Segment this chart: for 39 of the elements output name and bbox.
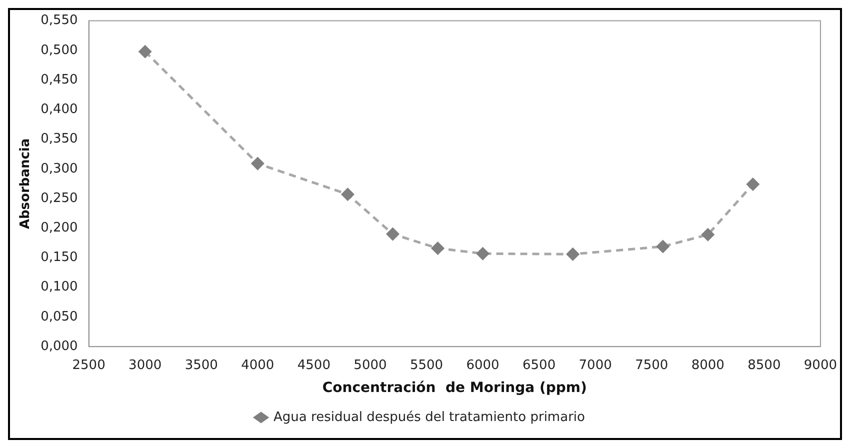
y-tick-label: 0,200 xyxy=(40,220,78,236)
x-tick-label: 9000 xyxy=(804,358,838,373)
point xyxy=(251,157,264,170)
point xyxy=(746,178,760,191)
x-tick-label: 7000 xyxy=(578,358,612,373)
x-tick-label: 6000 xyxy=(466,358,500,373)
x-tick-label: 6500 xyxy=(522,358,556,373)
point xyxy=(476,247,490,260)
y-tick-label: 0,550 xyxy=(40,13,78,28)
x-tick-label: 4000 xyxy=(241,358,274,373)
x-tick-label: 8500 xyxy=(748,358,781,373)
point xyxy=(432,242,444,255)
point xyxy=(566,248,580,260)
point xyxy=(138,45,152,58)
x-tick-label: 3000 xyxy=(128,358,162,373)
point xyxy=(702,228,714,241)
y-tick-label: 0,350 xyxy=(40,132,78,147)
y-tick-label: 0,500 xyxy=(40,42,78,58)
x-tick-label: 2500 xyxy=(72,358,106,373)
y-tick-label: 0,300 xyxy=(40,161,78,176)
x-tick-label: 3500 xyxy=(184,358,218,373)
x-tick-label: 5500 xyxy=(410,358,444,373)
y-tick-label: 0,050 xyxy=(40,309,78,324)
x-tick-label: 5000 xyxy=(354,358,387,373)
point xyxy=(341,188,354,201)
y-axis-title: Absorbancia xyxy=(18,138,34,230)
y-tick-label: 0,400 xyxy=(40,102,78,118)
x-tick-label: 8000 xyxy=(691,358,724,373)
legend-label: Agua residual después del tratamiento primario xyxy=(274,410,586,425)
point xyxy=(656,240,670,253)
x-axis-title: Concentración de Moringa (ppm) xyxy=(322,380,587,396)
y-tick-label: 0,100 xyxy=(40,280,78,295)
x-tick-label: 4500 xyxy=(297,358,330,373)
x-tick-label: 7500 xyxy=(635,358,668,373)
point xyxy=(386,228,399,240)
y-tick-label: 0,250 xyxy=(40,190,78,206)
y-tick-label: 0,000 xyxy=(40,338,78,354)
y-tick-label: 0,450 xyxy=(40,72,78,88)
y-tick-label: 0,150 xyxy=(40,250,78,266)
